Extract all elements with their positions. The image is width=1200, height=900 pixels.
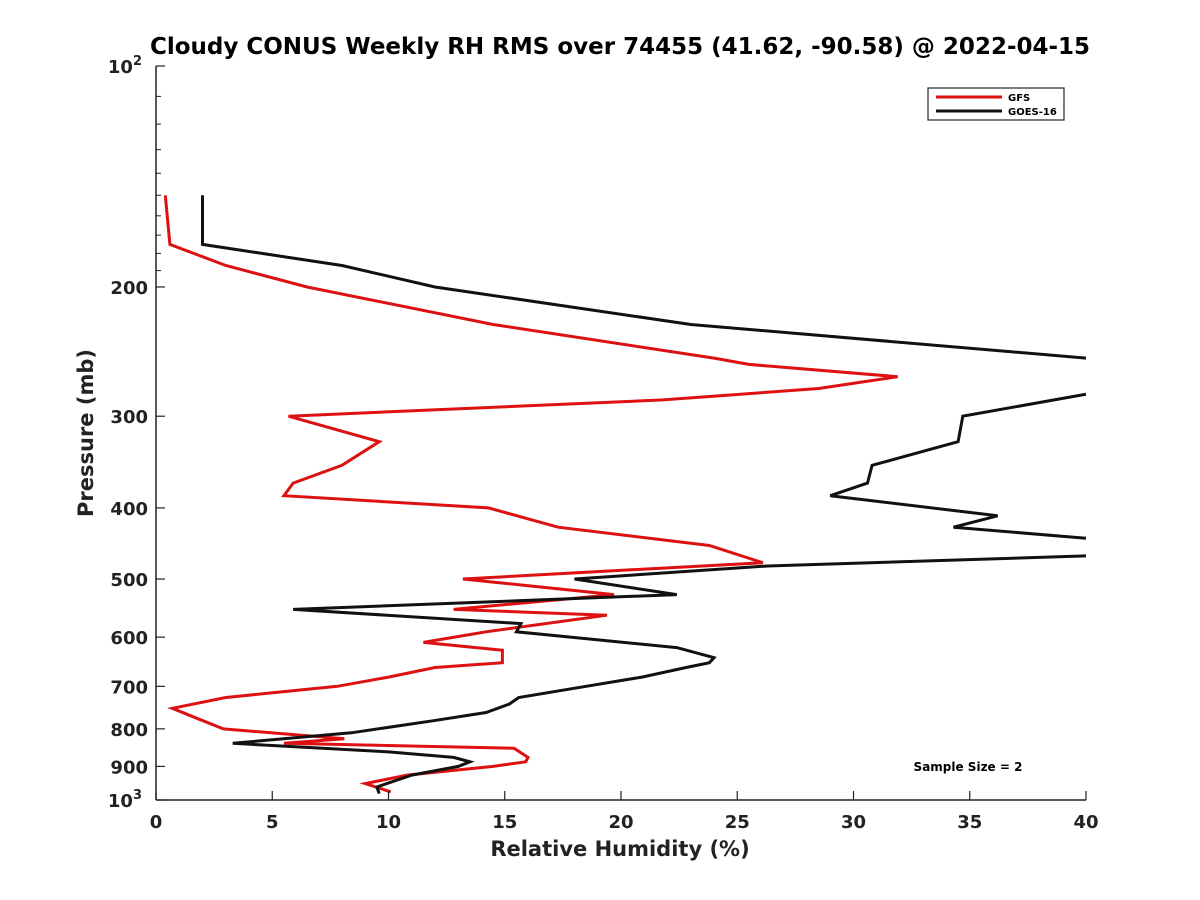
legend-label-gfs: GFS [1008, 93, 1030, 104]
x-tick-label: 30 [841, 812, 866, 833]
y-tick-label: 103 [108, 788, 142, 812]
chart-title: Cloudy CONUS Weekly RH RMS over 74455 (4… [150, 34, 1090, 60]
y-tick-label: 900 [110, 757, 148, 778]
x-tick-label: 15 [492, 812, 517, 833]
y-tick-label: 600 [110, 628, 148, 649]
legend: GFS GOES-16 [927, 87, 1065, 121]
y-tick-label: 400 [110, 499, 148, 520]
x-tick-label: 5 [266, 812, 279, 833]
legend-label-goes-16: GOES-16 [1008, 107, 1057, 118]
x-axis-label: Relative Humidity (%) [490, 837, 749, 861]
plot-area [163, 195, 1086, 795]
series-line-goes-16 [201, 195, 1086, 795]
x-tick-label: 0 [150, 812, 163, 833]
x-tick-label: 20 [608, 812, 633, 833]
x-tick-label: 35 [957, 812, 982, 833]
x-tick-label: 25 [725, 812, 750, 833]
series-line-gfs [163, 195, 898, 794]
sample-size-annotation: Sample Size = 2 [914, 760, 1023, 774]
y-tick-label: 500 [110, 570, 148, 591]
y-tick-label: 300 [110, 407, 148, 428]
y-tick-label: 102 [108, 54, 142, 78]
y-tick-label: 700 [110, 677, 148, 698]
axes: 0 5 10 15 20 25 30 35 40 102 200 300 400 500 600 700 800… [108, 54, 1099, 833]
x-tick-label: 10 [376, 812, 401, 833]
y-tick-label: 800 [110, 720, 148, 741]
y-axis-label: Pressure (mb) [74, 349, 98, 517]
x-tick-label: 40 [1073, 812, 1098, 833]
y-tick-label: 200 [110, 278, 148, 299]
legend-box [927, 87, 1065, 121]
